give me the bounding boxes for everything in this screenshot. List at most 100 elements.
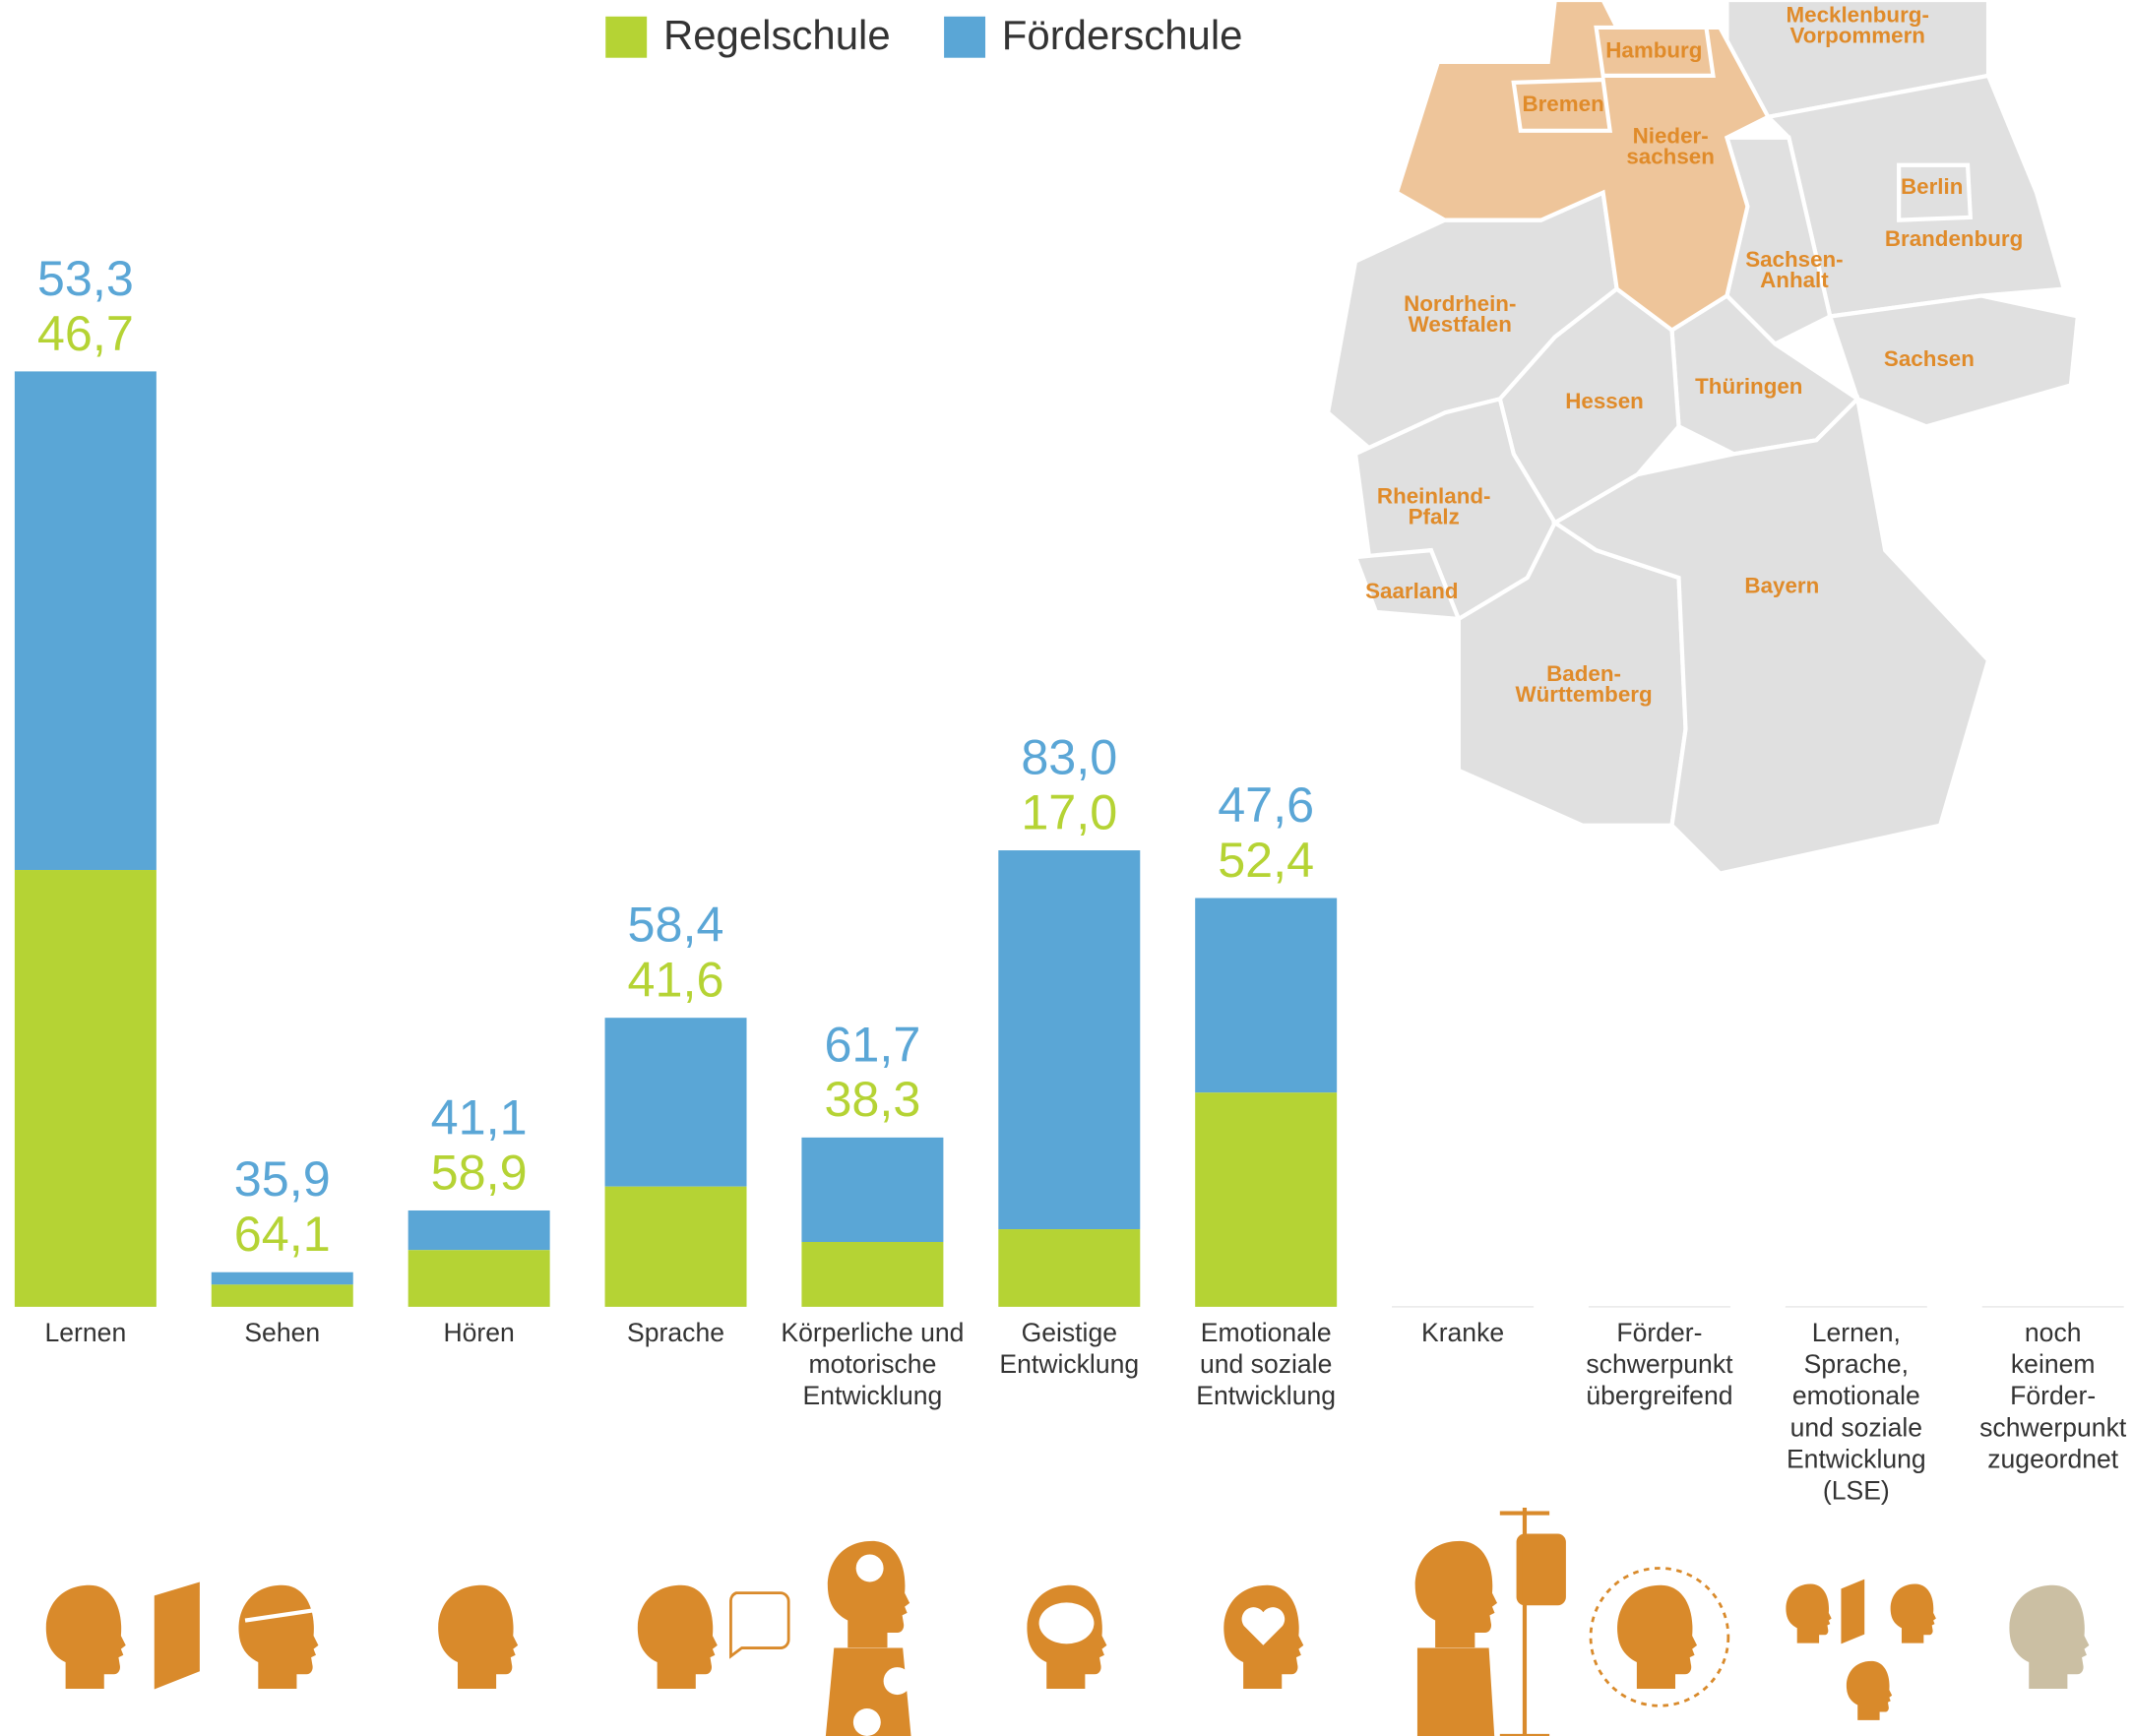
state-label-box: Nieder- sachsen (1626, 126, 1715, 169)
value-label: 47,6 (1218, 776, 1314, 833)
body-icon (1416, 1647, 1495, 1736)
state-label: Nieder- sachsen (1626, 126, 1715, 169)
brain-icon (1038, 1602, 1095, 1644)
x-tick-label-box: Lernen, Sprache, emotionale und soziale … (1786, 1319, 1926, 1507)
state-label: Hamburg (1605, 40, 1703, 63)
bar-segment (408, 1209, 550, 1251)
bar-segment (408, 1250, 550, 1307)
state-label: Sachsen (1883, 348, 1975, 371)
x-tick-label: noch keinem Förder- schwerpunkt zugeordn… (1979, 1319, 2127, 1475)
bar-segment (1195, 898, 1338, 1093)
x-tick-label-box: Kranke (1420, 1319, 1505, 1348)
state-label: Nordrhein- Westfalen (1404, 294, 1517, 338)
state-label-box: Rheinland- Pfalz (1376, 486, 1491, 530)
x-tick-label: Körperliche und motorische Entwicklung (781, 1319, 965, 1412)
value-label: 64,1 (234, 1206, 331, 1262)
bar-segment (998, 850, 1141, 1230)
state-shape (1394, 0, 1772, 334)
heart-icon (1241, 1607, 1286, 1645)
state-label-box: Bayern (1744, 575, 1820, 598)
x-tick-label: Lernen, Sprache, emotionale und soziale … (1786, 1319, 1926, 1507)
book-icon (1841, 1579, 1865, 1644)
state-label: Bayern (1744, 575, 1820, 598)
value-label: 61,7 (824, 1016, 920, 1072)
bar-segment (801, 1137, 944, 1243)
value-label: 58,4 (628, 897, 724, 953)
value-label: 41,1 (431, 1088, 528, 1145)
bar-segment (211, 1284, 353, 1307)
speech-icon (729, 1591, 790, 1659)
map: Mecklenburg- Vorpommern Brandenburg Berlin… (1325, 0, 2081, 876)
x-tick-label-box: Sehen (244, 1319, 321, 1348)
x-tick-label-box: Emotionale und soziale Entwicklung (1196, 1319, 1337, 1412)
value-label: 38,3 (824, 1071, 920, 1127)
state-label-box: Saarland (1365, 581, 1459, 603)
value-label: 52,4 (1218, 832, 1314, 888)
state-label: Mecklenburg- Vorpommern (1786, 5, 1929, 48)
value-label: 58,9 (431, 1144, 528, 1200)
legend-label: Regelschule (663, 12, 891, 58)
state-label-box: Bremen (1522, 94, 1603, 116)
glasses-icon (244, 1607, 320, 1623)
state-label: Brandenburg (1884, 228, 2024, 252)
x-tick-label-box: Sprache (627, 1319, 724, 1347)
value-label: 41,6 (628, 952, 724, 1008)
bar-segment (14, 371, 157, 871)
state-label-box: Hessen (1565, 391, 1644, 414)
icons (45, 1507, 2090, 1736)
bar-segment (14, 870, 157, 1307)
bar-segment (211, 1271, 353, 1285)
book-icon (154, 1581, 200, 1690)
x-tick-label-box: Förder- schwerpunkt übergreifend (1586, 1319, 1733, 1412)
x-tick-label: Förder- schwerpunkt übergreifend (1586, 1319, 1733, 1412)
x-tick-label: Emotionale und soziale Entwicklung (1196, 1319, 1337, 1412)
value-label: 83,0 (1021, 728, 1117, 784)
state-label: Hessen (1565, 391, 1644, 414)
state-label: Thüringen (1695, 376, 1803, 399)
state-label-box: Berlin (1901, 176, 1964, 199)
bar-segment (998, 1229, 1141, 1307)
state-label-box: Hamburg (1605, 40, 1703, 63)
x-tick-label-box: Geistige Entwicklung (999, 1319, 1140, 1380)
value-label: 17,0 (1021, 783, 1117, 839)
state-label: Sachsen- Anhalt (1745, 250, 1844, 293)
x-tick-label: Lernen (44, 1319, 127, 1348)
value-label: 46,7 (37, 305, 134, 361)
state-shape (1511, 77, 1613, 133)
value-label: 53,3 (37, 250, 134, 306)
legend-label: Förderschule (1002, 12, 1243, 58)
bar-segment (801, 1242, 944, 1307)
bars: Lernen 46,753,3 Sehen 64,135,9 Hören 58,941,1… (14, 250, 2127, 1507)
legend-swatch (944, 16, 986, 58)
state-label-box: Thüringen (1695, 376, 1803, 399)
x-tick-label: Kranke (1420, 1319, 1505, 1348)
state-label-box: Sachsen (1883, 348, 1975, 371)
bar-segment (1195, 1092, 1338, 1307)
x-tick-label-box: Lernen (44, 1319, 127, 1348)
iv-stand (1499, 1507, 1550, 1736)
bar-segment (604, 1018, 747, 1187)
state-label: Saarland (1365, 581, 1459, 603)
legend-swatch (605, 16, 648, 58)
state-label-box: Brandenburg (1884, 228, 2024, 252)
state-shape (1897, 162, 1974, 222)
value-label: 35,9 (234, 1150, 331, 1207)
state-label-box: Sachsen- Anhalt (1745, 250, 1844, 293)
state-label: Rheinland- Pfalz (1376, 486, 1491, 530)
state-label-box: Nordrhein- Westfalen (1404, 294, 1517, 338)
state-label: Berlin (1901, 176, 1964, 199)
iv-bag (1516, 1533, 1566, 1606)
state-label: Baden- Württemberg (1515, 664, 1653, 708)
symbol (855, 1554, 884, 1582)
x-tick-label: Hören (443, 1319, 515, 1348)
x-tick-label: Sehen (244, 1319, 321, 1348)
symbol (852, 1708, 881, 1736)
x-tick-label: Geistige Entwicklung (999, 1319, 1140, 1380)
circle-icon (1589, 1567, 1730, 1707)
state-label-box: Mecklenburg- Vorpommern (1786, 5, 1929, 48)
state-shape (1550, 395, 1991, 876)
state-shape (1594, 25, 1716, 78)
bar-segment (604, 1186, 747, 1307)
x-tick-label-box: noch keinem Förder- schwerpunkt zugeordn… (1979, 1319, 2127, 1475)
